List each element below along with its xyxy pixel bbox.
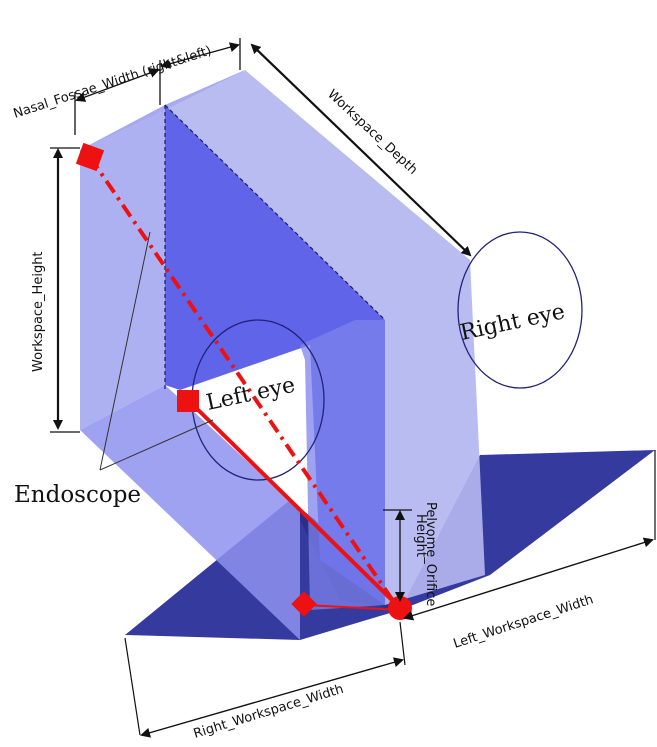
box-lower-left-face <box>80 385 300 640</box>
orifice-height-label-line2: Height <box>413 514 428 557</box>
endoscope-leader-2 <box>99 419 214 471</box>
workspace-height-label: Workspace_Height <box>31 251 46 372</box>
endoscope-foot-marker <box>291 591 317 617</box>
endoscope-dashdot-path <box>88 155 400 610</box>
right-eye-circle <box>457 231 583 389</box>
workspace-depth-arrow <box>250 43 472 257</box>
right-workspace-width-label: Right_Workspace_Width <box>192 682 346 742</box>
nasal-width-arrow-right <box>160 42 240 69</box>
right-eye-label: Right eye <box>458 299 567 346</box>
right-width-ext-left <box>124 637 141 736</box>
hidden-edge-diagonal <box>164 104 386 321</box>
right-width-ext-right <box>399 621 406 666</box>
endoscope-solid-path <box>186 398 402 610</box>
endoscope-top-marker <box>75 142 105 172</box>
endoscope-foot-segment <box>304 604 401 611</box>
endoscope-leader-1 <box>99 231 151 471</box>
endoscope-mid-marker <box>177 390 199 412</box>
endoscope-label: Endoscope <box>14 482 141 508</box>
left-eye-label: Left eye <box>204 373 297 416</box>
left-workspace-width-label: Left_Workspace_Width <box>452 592 596 651</box>
box-step-face <box>300 320 385 610</box>
right-width-arrow <box>140 657 404 738</box>
nasal-width-arrow-left <box>75 68 160 102</box>
box-front-face <box>80 105 165 430</box>
left-width-arrow <box>403 537 654 621</box>
box-right-face <box>165 70 485 605</box>
